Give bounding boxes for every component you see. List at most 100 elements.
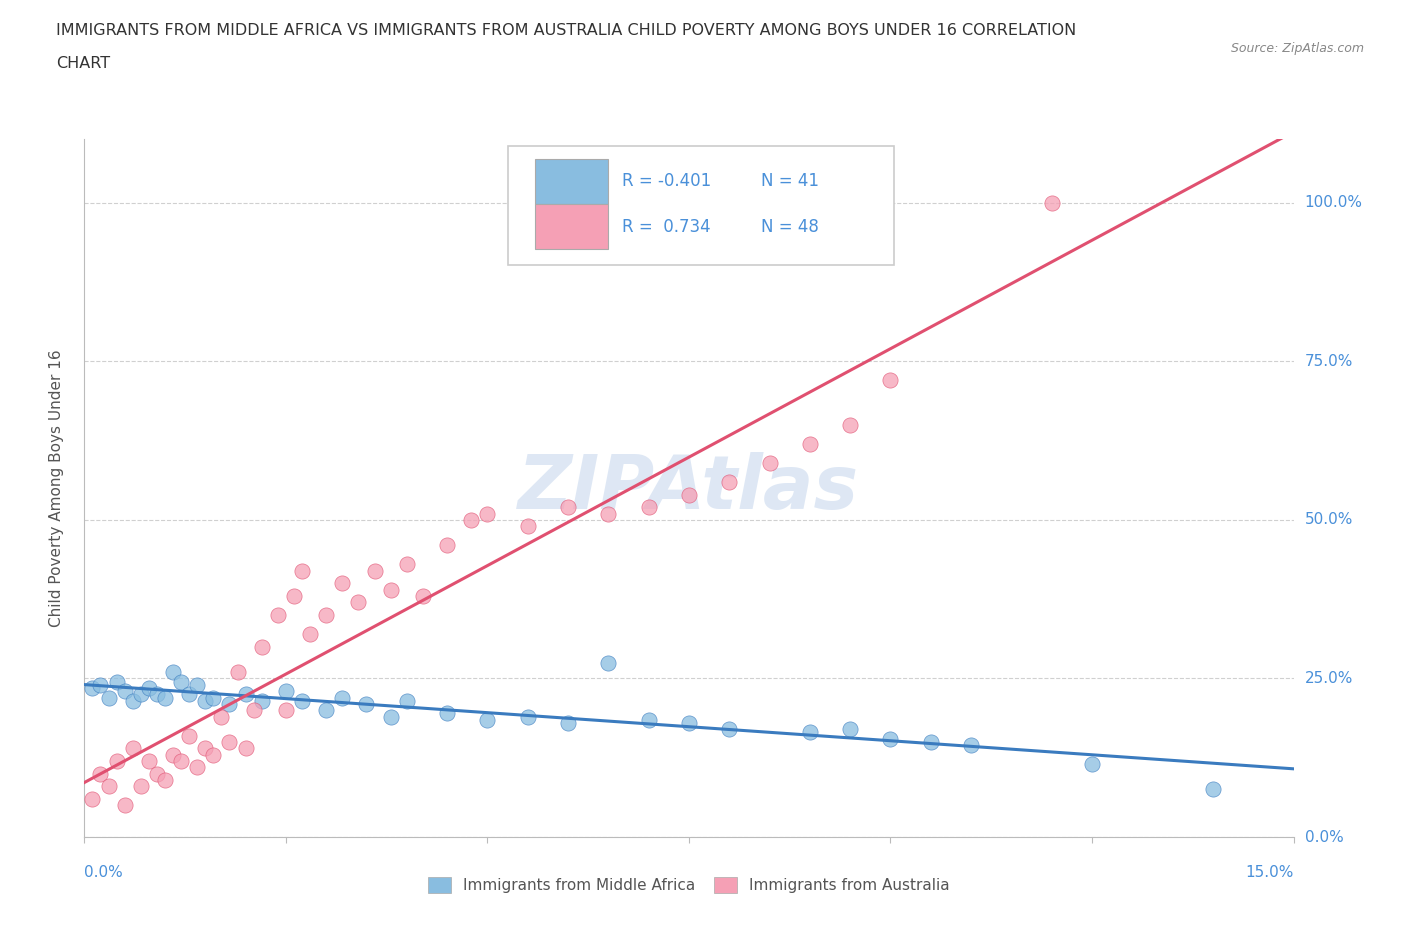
Point bbox=[153, 773, 176, 788]
Point bbox=[1081, 757, 1104, 772]
Point bbox=[194, 741, 217, 756]
Point bbox=[436, 706, 458, 721]
Point bbox=[380, 582, 402, 597]
Point bbox=[194, 693, 217, 708]
FancyBboxPatch shape bbox=[508, 147, 894, 265]
Text: R = -0.401: R = -0.401 bbox=[623, 172, 711, 191]
Point bbox=[380, 709, 402, 724]
Point bbox=[153, 690, 176, 705]
Point bbox=[516, 519, 538, 534]
Point bbox=[412, 589, 434, 604]
Text: 25.0%: 25.0% bbox=[1305, 671, 1353, 686]
Point bbox=[209, 709, 232, 724]
Point bbox=[250, 639, 273, 654]
FancyBboxPatch shape bbox=[536, 204, 607, 249]
Point bbox=[274, 703, 297, 718]
Point bbox=[477, 506, 499, 521]
Point bbox=[121, 693, 143, 708]
Point bbox=[637, 712, 659, 727]
Point bbox=[330, 576, 353, 591]
Point bbox=[114, 798, 136, 813]
Point bbox=[250, 693, 273, 708]
Point bbox=[315, 703, 337, 718]
Point bbox=[330, 690, 353, 705]
Text: 75.0%: 75.0% bbox=[1305, 354, 1353, 369]
Point bbox=[315, 607, 337, 622]
Point bbox=[105, 753, 128, 768]
Point bbox=[97, 690, 120, 705]
Text: Source: ZipAtlas.com: Source: ZipAtlas.com bbox=[1230, 42, 1364, 55]
Point bbox=[82, 791, 104, 806]
Point bbox=[1040, 195, 1063, 210]
Point bbox=[299, 627, 322, 642]
Point bbox=[839, 418, 862, 432]
Point bbox=[186, 677, 208, 692]
Point bbox=[477, 712, 499, 727]
Point bbox=[557, 499, 579, 514]
Point bbox=[718, 722, 741, 737]
Point bbox=[242, 703, 264, 718]
Point bbox=[347, 595, 370, 610]
Point bbox=[436, 538, 458, 552]
Point bbox=[283, 589, 305, 604]
Point bbox=[1202, 782, 1225, 797]
Point bbox=[105, 674, 128, 689]
Point bbox=[202, 747, 225, 762]
Point bbox=[138, 753, 160, 768]
Point bbox=[179, 728, 201, 743]
Text: 0.0%: 0.0% bbox=[84, 865, 124, 880]
Point bbox=[114, 684, 136, 698]
Point bbox=[291, 564, 314, 578]
Point bbox=[121, 741, 143, 756]
Point bbox=[170, 753, 193, 768]
Point bbox=[170, 674, 193, 689]
Point bbox=[960, 737, 983, 752]
Text: ZIPAtlas: ZIPAtlas bbox=[519, 452, 859, 525]
Point bbox=[920, 735, 942, 750]
Point bbox=[218, 697, 240, 711]
Point bbox=[291, 693, 314, 708]
Text: 100.0%: 100.0% bbox=[1305, 195, 1362, 210]
Text: R =  0.734: R = 0.734 bbox=[623, 218, 711, 235]
Point bbox=[363, 564, 385, 578]
Point bbox=[678, 715, 700, 730]
Point bbox=[395, 693, 418, 708]
Point bbox=[678, 487, 700, 502]
Point bbox=[718, 474, 741, 489]
Point bbox=[97, 778, 120, 793]
Point bbox=[879, 373, 901, 388]
Point bbox=[129, 687, 152, 702]
Point bbox=[395, 557, 418, 572]
Point bbox=[129, 778, 152, 793]
Point bbox=[162, 665, 184, 680]
Text: 0.0%: 0.0% bbox=[1305, 830, 1343, 844]
Text: 15.0%: 15.0% bbox=[1246, 865, 1294, 880]
Point bbox=[598, 655, 620, 670]
Point bbox=[235, 741, 257, 756]
Text: CHART: CHART bbox=[56, 56, 110, 71]
Point bbox=[460, 512, 482, 527]
Point bbox=[186, 760, 208, 775]
Text: IMMIGRANTS FROM MIDDLE AFRICA VS IMMIGRANTS FROM AUSTRALIA CHILD POVERTY AMONG B: IMMIGRANTS FROM MIDDLE AFRICA VS IMMIGRA… bbox=[56, 23, 1077, 38]
Point bbox=[637, 499, 659, 514]
Point bbox=[799, 436, 821, 451]
Point bbox=[557, 715, 579, 730]
Point bbox=[138, 681, 160, 696]
Text: N = 48: N = 48 bbox=[762, 218, 820, 235]
Text: 50.0%: 50.0% bbox=[1305, 512, 1353, 527]
Point bbox=[82, 681, 104, 696]
Point bbox=[235, 687, 257, 702]
Point bbox=[516, 709, 538, 724]
Y-axis label: Child Poverty Among Boys Under 16: Child Poverty Among Boys Under 16 bbox=[49, 350, 63, 627]
Point bbox=[274, 684, 297, 698]
Point bbox=[89, 766, 111, 781]
Point bbox=[226, 665, 249, 680]
Legend: Immigrants from Middle Africa, Immigrants from Australia: Immigrants from Middle Africa, Immigrant… bbox=[422, 870, 956, 899]
Point bbox=[202, 690, 225, 705]
Point bbox=[89, 677, 111, 692]
Text: N = 41: N = 41 bbox=[762, 172, 820, 191]
Point bbox=[162, 747, 184, 762]
Point bbox=[839, 722, 862, 737]
Point bbox=[179, 687, 201, 702]
Point bbox=[879, 731, 901, 746]
